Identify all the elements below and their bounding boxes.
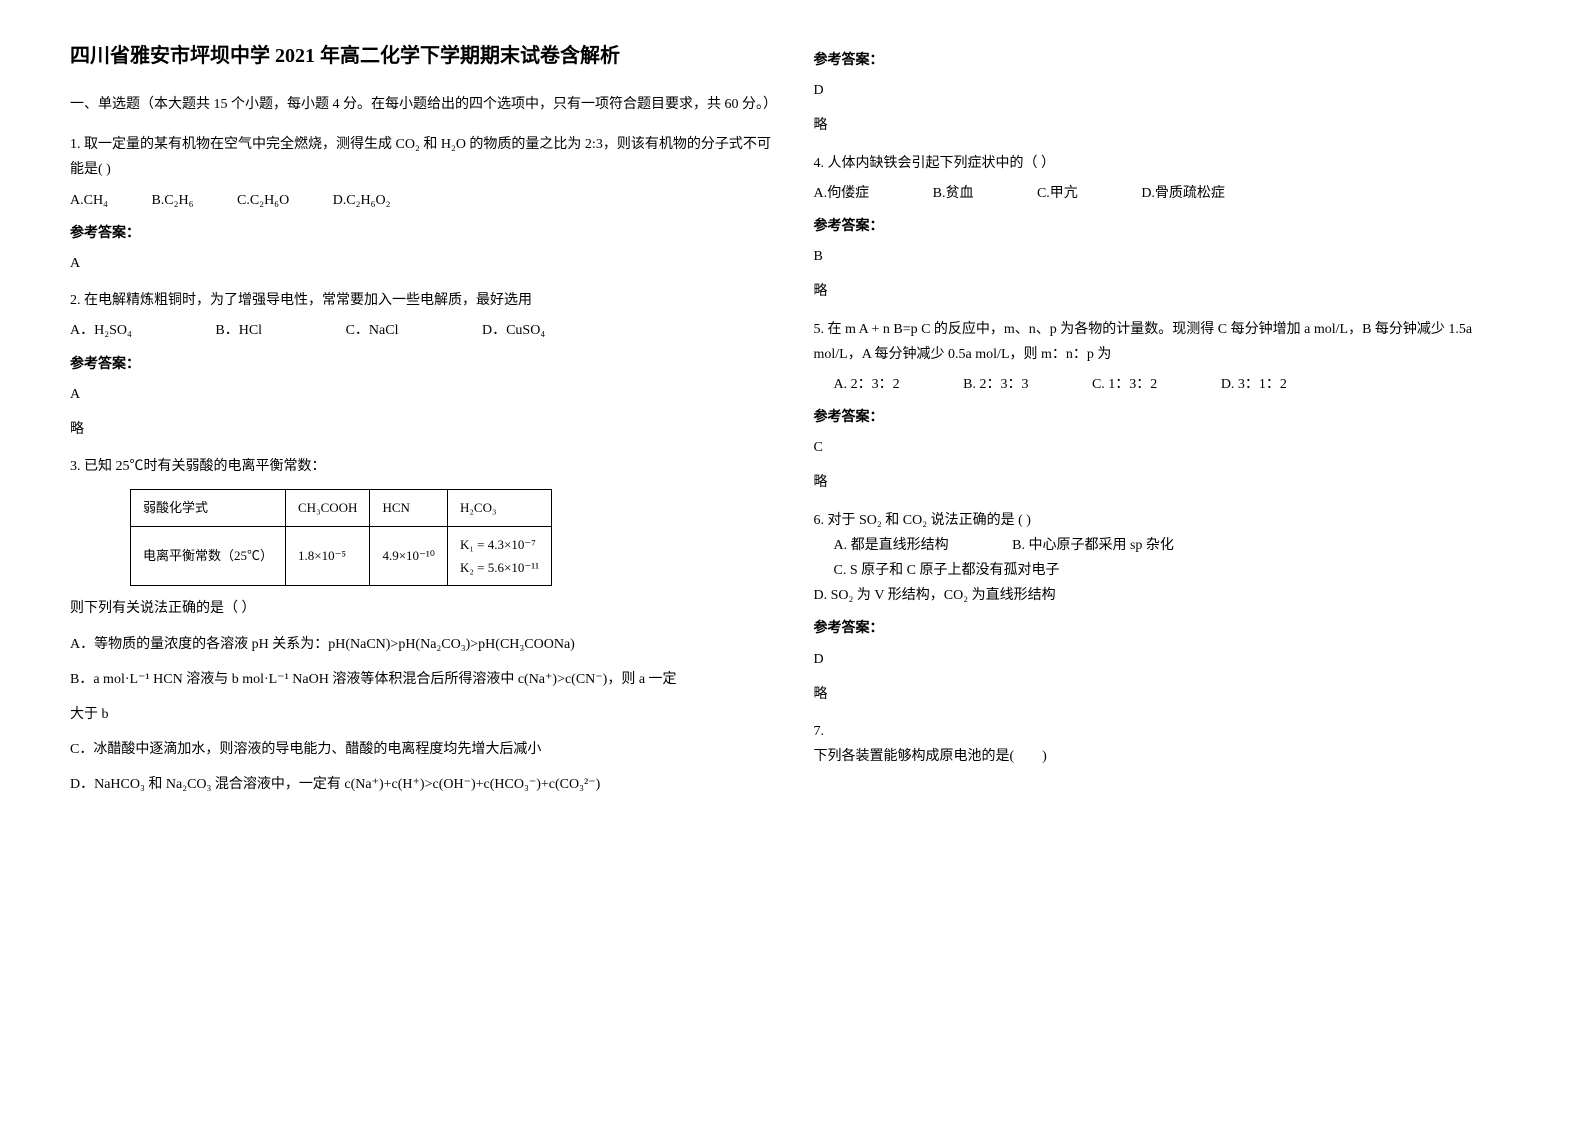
question-2-text: 2. 在电解精炼粗铜时，为了增强导电性，常常要加入一些电解质，最好选用 <box>70 288 774 313</box>
q6-lue: 略 <box>814 682 1518 707</box>
q5-answer: C <box>814 435 1518 460</box>
q3-option-c: C．冰醋酸中逐滴加水，则溶液的导电能力、醋酸的电离程度均先增大后减小 <box>70 737 774 762</box>
question-6: 6. 对于 SO₂ 和 CO₂ 说法正确的是 ( ) A. 都是直线形结构 B.… <box>814 508 1518 707</box>
q5-lue: 略 <box>814 470 1518 495</box>
question-1-text: 1. 取一定量的某有机物在空气中完全燃烧，测得生成 CO₂ 和 H₂O 的物质的… <box>70 132 774 182</box>
q3-th3: HCN <box>370 490 448 526</box>
question-5: 5. 在 m A + n B=p C 的反应中，m、n、p 为各物的计量数。现测… <box>814 317 1518 496</box>
q2-option-b: B．HCl <box>215 318 262 343</box>
q3-option-d: D．NaHCO₃ 和 Na₂CO₃ 混合溶液中，一定有 c(Na⁺)+c(H⁺)… <box>70 772 774 797</box>
q1-option-d: D.C₂H₆O₂ <box>333 188 391 213</box>
q3-option-a: A．等物质的量浓度的各溶液 pH 关系为：pH(NaCN)>pH(Na₂CO₃)… <box>70 632 774 657</box>
q5-option-b: B. 2：3：3 <box>963 372 1028 397</box>
question-5-text: 5. 在 m A + n B=p C 的反应中，m、n、p 为各物的计量数。现测… <box>814 317 1518 367</box>
q6-option-b: B. 中心原子都采用 sp 杂化 <box>1012 538 1174 553</box>
question-2: 2. 在电解精炼粗铜时，为了增强导电性，常常要加入一些电解质，最好选用 A．H₂… <box>70 288 774 442</box>
q4-option-a: A.佝偻症 <box>814 181 870 206</box>
q1-option-a: A.CH₄ <box>70 188 108 213</box>
question-6-text: 6. 对于 SO₂ 和 CO₂ 说法正确的是 ( ) <box>814 508 1518 533</box>
q4-answer: B <box>814 244 1518 269</box>
q2-answer: A <box>70 382 774 407</box>
q6-line1: A. 都是直线形结构 B. 中心原子都采用 sp 杂化 <box>834 533 1518 558</box>
q3-option-b-2: 大于 b <box>70 702 774 727</box>
question-1-options: A.CH₄ B.C₂H₆ C.C₂H₆O D.C₂H₆O₂ <box>70 188 774 213</box>
q5-option-a: A. 2：3：2 <box>834 372 900 397</box>
q6-option-a: A. 都是直线形结构 <box>834 538 949 553</box>
q6-option-d: D. SO₂ 为 V 形结构，CO₂ 为直线形结构 <box>814 583 1518 608</box>
question-3-text: 3. 已知 25℃时有关弱酸的电离平衡常数： <box>70 454 774 479</box>
q4-answer-label: 参考答案： <box>814 214 1518 239</box>
q2-answer-label: 参考答案： <box>70 352 774 377</box>
q3-th1: 弱酸化学式 <box>131 490 286 526</box>
q3-r2: 1.8×10⁻⁵ <box>286 526 370 586</box>
q3-th4: H₂CO₃ <box>448 490 552 526</box>
question-3: 3. 已知 25℃时有关弱酸的电离平衡常数： 弱酸化学式 CH₃COOH HCN… <box>70 454 774 797</box>
question-4-text: 4. 人体内缺铁会引起下列症状中的（ ） <box>814 151 1518 176</box>
q3-answer-label: 参考答案： <box>814 48 1518 73</box>
q3-r4-k1: K₁ = 4.3×10⁻⁷ <box>460 533 539 556</box>
q4-option-d: D.骨质疏松症 <box>1141 181 1225 206</box>
q4-option-b: B.贫血 <box>933 181 974 206</box>
q3-sub: 则下列有关说法正确的是（ ） <box>70 596 774 621</box>
q3-lue: 略 <box>814 113 1518 138</box>
q1-option-c: C.C₂H₆O <box>237 188 289 213</box>
q2-lue: 略 <box>70 417 774 442</box>
q5-option-d: D. 3：1：2 <box>1221 372 1287 397</box>
q3-r1: 电离平衡常数（25℃） <box>131 526 286 586</box>
q1-answer: A <box>70 251 774 276</box>
q6-answer: D <box>814 647 1518 672</box>
q3-r4: K₁ = 4.3×10⁻⁷ K₂ = 5.6×10⁻¹¹ <box>448 526 552 586</box>
q2-option-c: C．NaCl <box>346 318 399 343</box>
q3-r4-k2: K₂ = 5.6×10⁻¹¹ <box>460 556 539 579</box>
question-7-num: 7. <box>814 719 1518 744</box>
q3-r3: 4.9×10⁻¹⁰ <box>370 526 448 586</box>
q2-option-d: D．CuSO₄ <box>482 318 545 343</box>
q2-option-a: A．H₂SO₄ <box>70 318 132 343</box>
q4-option-c: C.甲亢 <box>1037 181 1078 206</box>
question-7-text: 下列各装置能够构成原电池的是( ) <box>814 744 1518 769</box>
q1-answer-label: 参考答案： <box>70 221 774 246</box>
question-2-options: A．H₂SO₄ B．HCl C．NaCl D．CuSO₄ <box>70 318 774 343</box>
q3-answer: D <box>814 78 1518 103</box>
q6-answer-label: 参考答案： <box>814 616 1518 641</box>
question-5-options: A. 2：3：2 B. 2：3：3 C. 1：3：2 D. 3：1：2 <box>834 372 1518 397</box>
q6-option-c: C. S 原子和 C 原子上都没有孤对电子 <box>834 558 1518 583</box>
right-column: 参考答案： D 略 4. 人体内缺铁会引起下列症状中的（ ） A.佝偻症 B.贫… <box>794 40 1538 1082</box>
question-1: 1. 取一定量的某有机物在空气中完全燃烧，测得生成 CO₂ 和 H₂O 的物质的… <box>70 132 774 276</box>
q5-answer-label: 参考答案： <box>814 405 1518 430</box>
q5-option-c: C. 1：3：2 <box>1092 372 1157 397</box>
q3-th2: CH₃COOH <box>286 490 370 526</box>
q1-option-b: B.C₂H₆ <box>151 188 193 213</box>
question-7: 7. 下列各装置能够构成原电池的是( ) <box>814 719 1518 769</box>
document-title: 四川省雅安市坪坝中学 2021 年高二化学下学期期末试卷含解析 <box>70 40 774 72</box>
q4-lue: 略 <box>814 279 1518 304</box>
question-4-options: A.佝偻症 B.贫血 C.甲亢 D.骨质疏松症 <box>814 181 1518 206</box>
question-4: 4. 人体内缺铁会引起下列症状中的（ ） A.佝偻症 B.贫血 C.甲亢 D.骨… <box>814 151 1518 305</box>
q3-option-b-1: B．a mol·L⁻¹ HCN 溶液与 b mol·L⁻¹ NaOH 溶液等体积… <box>70 667 774 692</box>
section-heading: 一、单选题（本大题共 15 个小题，每小题 4 分。在每小题给出的四个选项中，只… <box>70 92 774 117</box>
q3-table: 弱酸化学式 CH₃COOH HCN H₂CO₃ 电离平衡常数（25℃） 1.8×… <box>130 489 552 586</box>
left-column: 四川省雅安市坪坝中学 2021 年高二化学下学期期末试卷含解析 一、单选题（本大… <box>50 40 794 1082</box>
